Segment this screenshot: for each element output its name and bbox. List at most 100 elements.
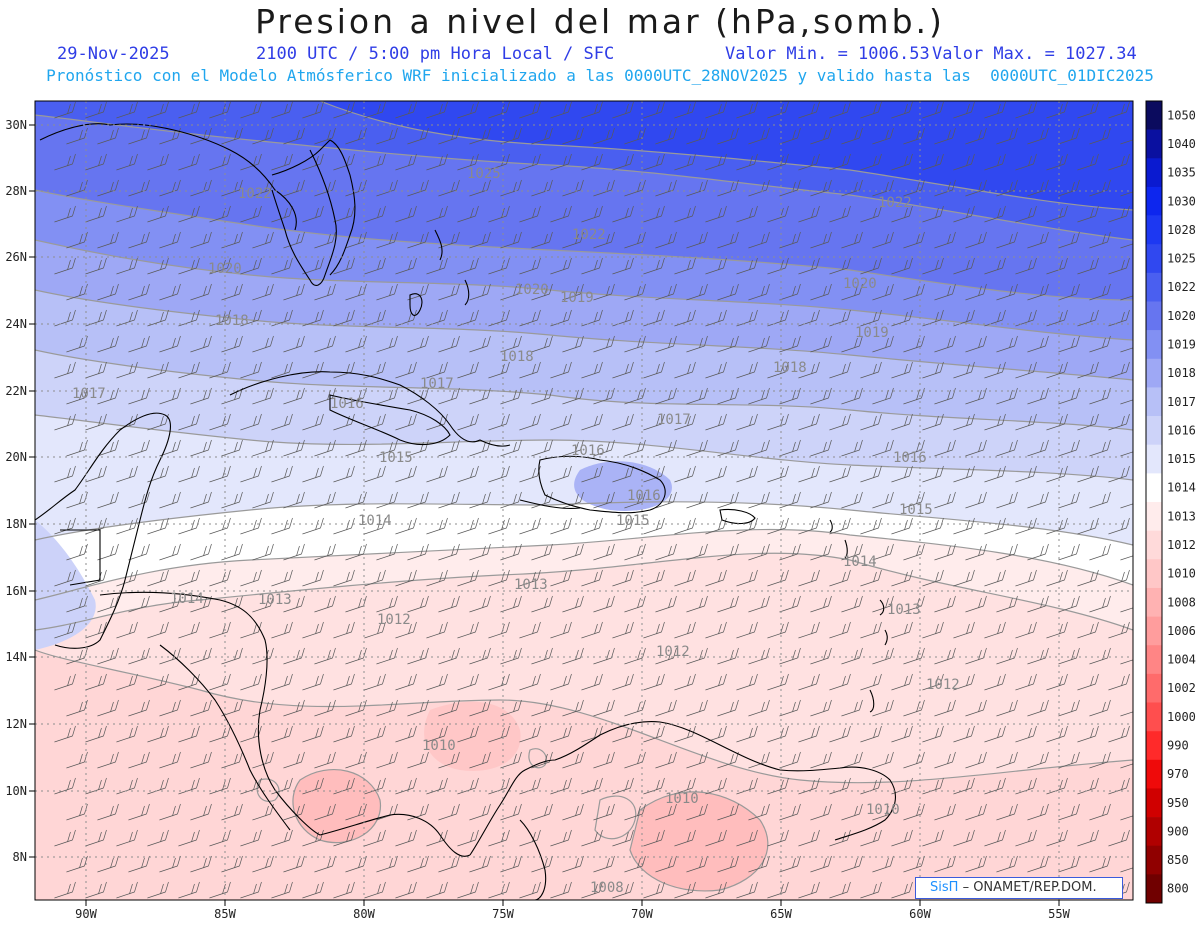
colorbar-swatch (1146, 186, 1162, 216)
model-info: Pronóstico con el Modelo Atmósferico WRF… (46, 66, 1154, 85)
isobar-label: 1014 (358, 513, 392, 529)
colorbar-label: 1013 (1167, 509, 1196, 523)
isobar-label: 1022 (572, 227, 606, 243)
colorbar-swatch (1146, 673, 1162, 703)
colorbar-swatch (1146, 158, 1162, 188)
min-value: Valor Min. = 1006.53 (725, 44, 930, 64)
isobar-label: 1020 (515, 282, 549, 298)
colorbar-swatch (1146, 416, 1162, 446)
colorbar-label: 970 (1167, 767, 1189, 781)
credit-text: – ONAMET/REP.DOM. (962, 880, 1097, 895)
map-title: Presion a nivel del mar (hPa,somb.) (255, 2, 945, 41)
lat-label: 8N (13, 850, 27, 864)
colorbar: 1050 1040 1035 1030 1028 1025 1022 1020 1019 1018… (1145, 100, 1196, 904)
colorbar-label: 1016 (1167, 423, 1196, 437)
isobar-label: 1016 (627, 488, 661, 504)
lat-label: 18N (5, 517, 27, 531)
colorbar-label: 900 (1167, 824, 1189, 838)
colorbar-label: 1022 (1167, 280, 1196, 294)
colorbar-swatch (1146, 444, 1162, 474)
sisp-logo: SisΠ (930, 880, 959, 895)
isobar-label: 1008 (590, 880, 624, 896)
credit-box: SisΠ – ONAMET/REP.DOM. (915, 877, 1123, 899)
isobar-label: 1013 (258, 592, 292, 608)
colorbar-swatch (1146, 559, 1162, 589)
isobar-label: 1015 (379, 450, 413, 466)
colorbar-swatch (1146, 244, 1162, 274)
colorbar-label: 800 (1167, 882, 1189, 896)
colorbar-label: 1010 (1167, 567, 1196, 581)
colorbar-label: 1012 (1167, 538, 1196, 552)
colorbar-swatch (1146, 101, 1162, 130)
isobar-label: 1012 (926, 677, 960, 693)
isobar-label: 1015 (899, 502, 933, 518)
colorbar-label: 950 (1167, 796, 1189, 810)
colorbar-swatch (1146, 759, 1162, 789)
isobar-label: 1020 (843, 276, 877, 292)
isobar-label: 1019 (560, 290, 594, 306)
colorbar-swatch (1146, 215, 1162, 245)
colorbar-swatch (1146, 129, 1162, 159)
latitude-axis: 30N 28N 26N 24N 22N 20N 18N 16N 14N 12N … (5, 118, 27, 864)
colorbar-label: 1006 (1167, 624, 1196, 638)
lon-label: 70W (631, 907, 653, 921)
isobar-label: 1010 (422, 738, 456, 754)
lat-label: 24N (5, 317, 27, 331)
isobar-label: 1018 (773, 360, 807, 376)
lat-label: 10N (5, 784, 27, 798)
colorbar-label: 1014 (1167, 481, 1196, 495)
isobar-label: 1014 (843, 554, 877, 570)
colorbar-swatch (1146, 272, 1162, 302)
colorbar-label: 1020 (1167, 309, 1196, 323)
colorbar-frame (1145, 100, 1163, 904)
isobar-label: 1015 (616, 513, 650, 529)
isobar-label: 1018 (215, 313, 249, 329)
colorbar-label: 1017 (1167, 395, 1196, 409)
wind-barb-field (54, 101, 1133, 899)
isobar-label: 1022 (238, 186, 272, 202)
isobar-label: 1010 (665, 791, 699, 807)
isobar-label: 1010 (866, 802, 900, 818)
colorbar-swatch (1146, 817, 1162, 847)
isobar-label: 1017 (72, 386, 106, 402)
isobar-label: 1012 (656, 644, 690, 660)
lat-label: 12N (5, 717, 27, 731)
colorbar-swatch (1146, 358, 1162, 388)
colorbar-label: 1004 (1167, 653, 1196, 667)
lat-label: 30N (5, 118, 27, 132)
lon-label: 55W (1048, 907, 1070, 921)
latitude-ticks (29, 124, 1060, 906)
colorbar-swatch (1146, 645, 1162, 675)
lat-label: 20N (5, 450, 27, 464)
isobar-label: 1012 (377, 612, 411, 628)
colorbar-label: 1030 (1167, 194, 1196, 208)
colorbar-label: 1008 (1167, 595, 1196, 609)
max-value: Valor Max. = 1027.34 (932, 44, 1137, 64)
isobar-label: 1016 (571, 443, 605, 459)
colorbar-swatch (1146, 874, 1162, 904)
isobar-label: 1013 (514, 577, 548, 593)
lat-label: 28N (5, 184, 27, 198)
lon-label: 90W (75, 907, 97, 921)
colorbar-swatch (1146, 845, 1162, 875)
colorbar-swatch (1146, 788, 1162, 818)
lat-label: 14N (5, 650, 27, 664)
lat-label: 22N (5, 384, 27, 398)
colorbar-label: 1040 (1167, 137, 1196, 151)
isobar-label: 1025 (467, 166, 501, 182)
lat-label: 16N (5, 584, 27, 598)
wind-barbs (54, 101, 1133, 899)
valid-time: 2100 UTC / 5:00 pm Hora Local / SFC (256, 44, 615, 64)
lon-label: 85W (214, 907, 236, 921)
isobar-labels: 1025 1022 1022 1022 1020 1020 1020 1019 … (72, 166, 960, 896)
colorbar-swatch (1146, 330, 1162, 360)
isobar-label: 1019 (855, 325, 889, 341)
colorbar-swatch (1146, 387, 1162, 417)
colorbar-label: 1050 (1167, 108, 1196, 122)
colorbar-label: 1028 (1167, 223, 1196, 237)
colorbar-swatch (1146, 731, 1162, 761)
isobar-label: 1013 (887, 602, 921, 618)
colorbar-label: 850 (1167, 853, 1189, 867)
lon-label: 60W (909, 907, 931, 921)
